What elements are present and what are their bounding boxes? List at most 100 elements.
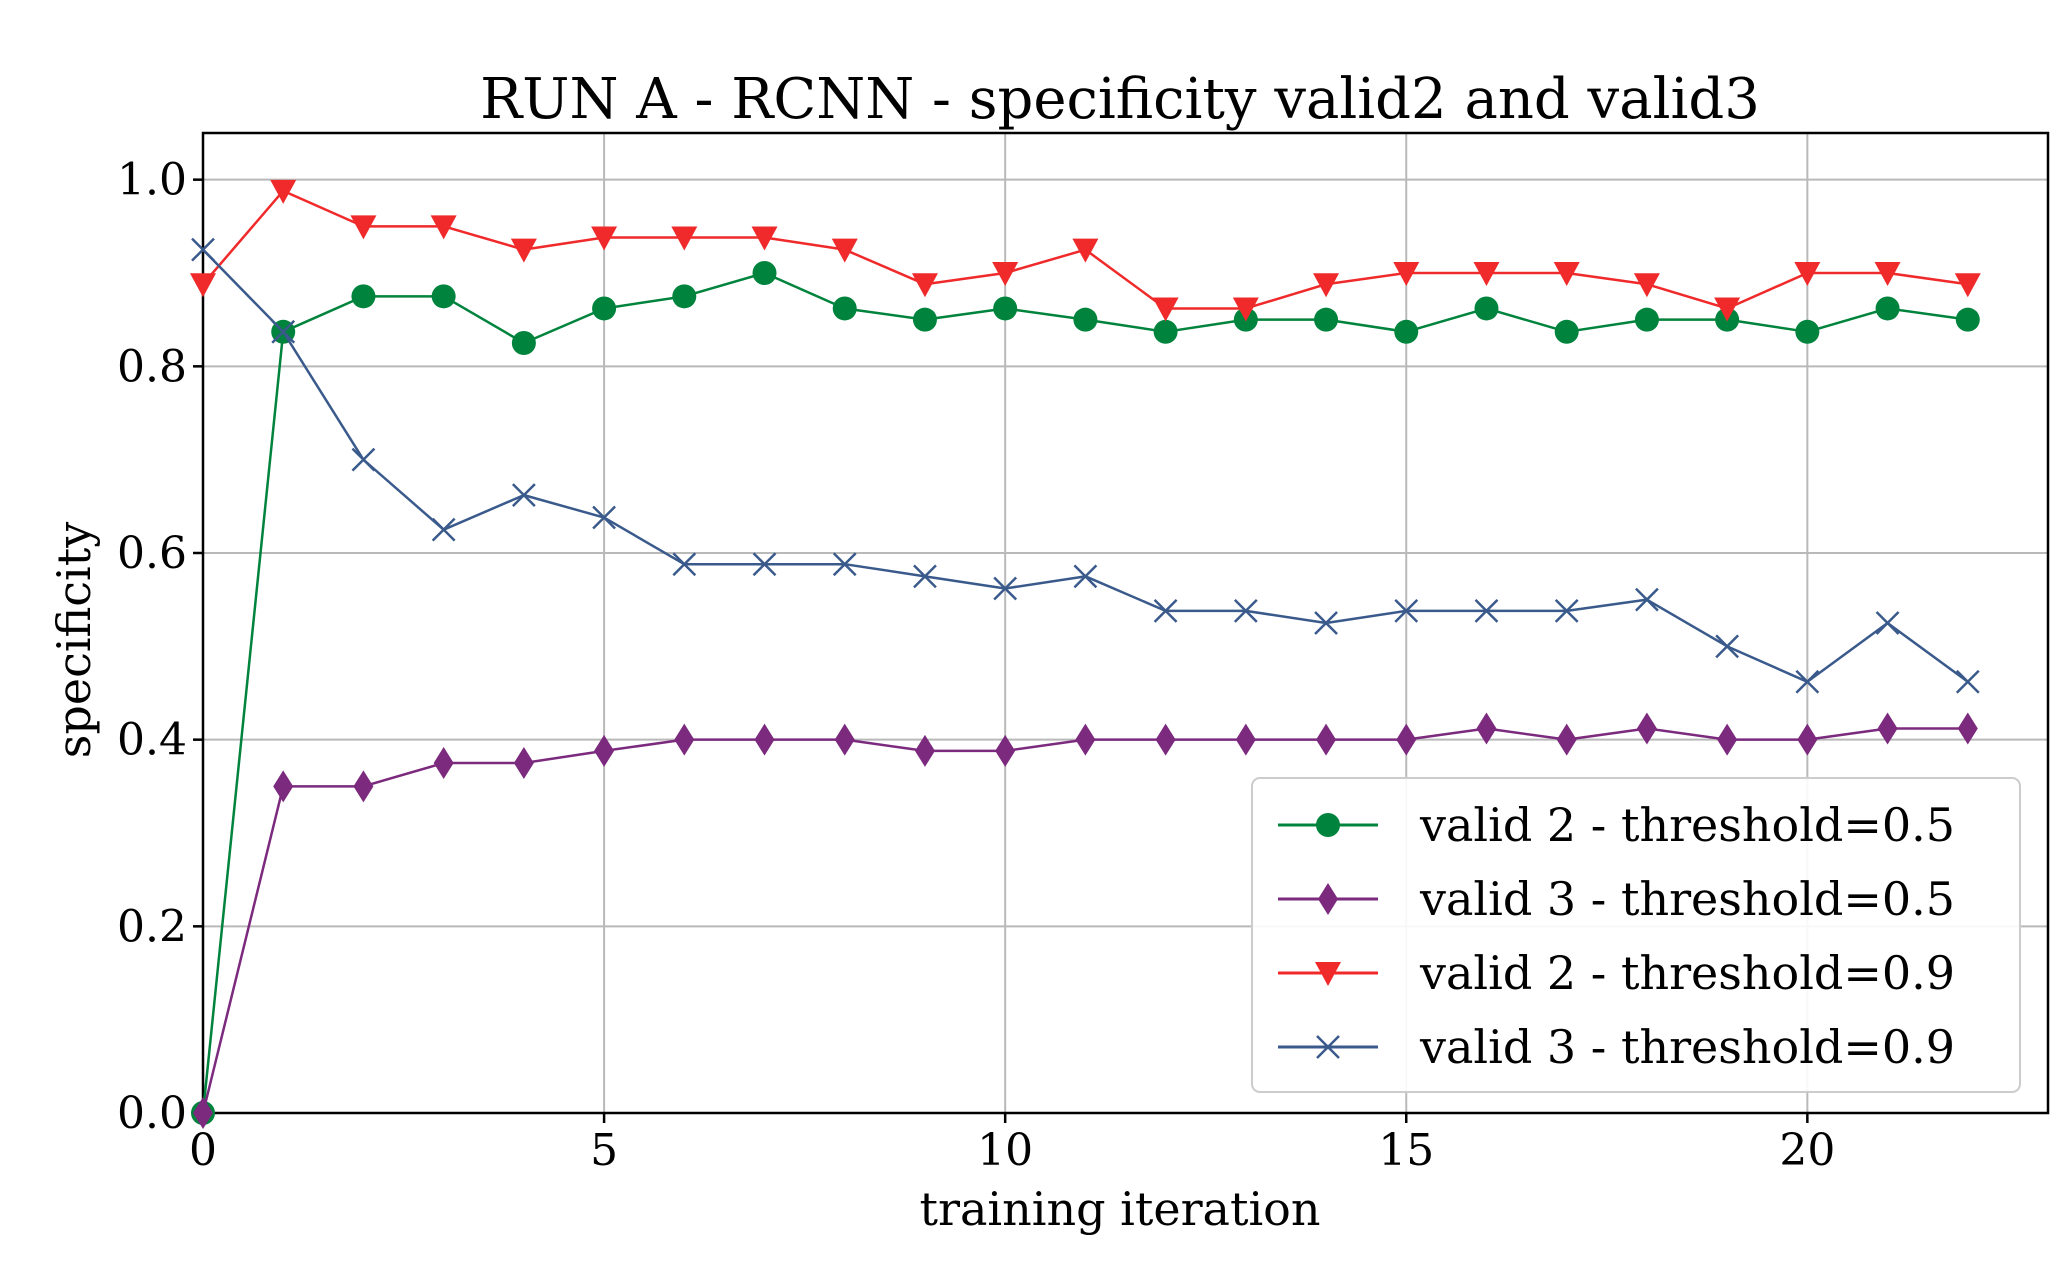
x-tick-label: 20 (1779, 1125, 1835, 1176)
data-point (270, 179, 297, 204)
data-point (511, 331, 536, 355)
data-point (1715, 634, 1740, 659)
data-point (1073, 307, 1098, 332)
data-point (1316, 723, 1337, 756)
data-point (1717, 723, 1738, 756)
data-point (193, 1097, 213, 1129)
data-point (1556, 723, 1577, 756)
data-point (1393, 262, 1420, 286)
data-point (1073, 564, 1098, 589)
data-point (513, 747, 534, 779)
data-point (592, 296, 617, 321)
legend-marker (1316, 1035, 1340, 1059)
legend-box (1251, 777, 2021, 1093)
data-point (1396, 723, 1417, 756)
data-point (1473, 262, 1500, 286)
series-3 (190, 179, 1981, 322)
data-point (1874, 262, 1901, 286)
data-point (995, 734, 1016, 767)
data-point (831, 238, 858, 263)
data-point (832, 552, 857, 577)
data-point (510, 238, 537, 263)
data-point (1072, 238, 1099, 263)
data-point (1634, 307, 1659, 332)
data-point (912, 307, 937, 332)
y-tick-label: 0.2 (117, 901, 187, 952)
data-point (1957, 712, 1978, 745)
legend-item: valid 3 - threshold=0.9 (1278, 1020, 1955, 1074)
data-point (993, 576, 1018, 601)
data-point (1474, 598, 1499, 623)
data-point (1955, 307, 1980, 332)
axis-ticks: 0 5 10 15 20 0.0 0.2 0.4 0.6 0.8 1.0 (117, 155, 1835, 1176)
y-tick-label: 0.4 (117, 715, 187, 766)
data-point (1152, 297, 1179, 322)
series-layer (190, 179, 1981, 1129)
data-point (1875, 296, 1900, 321)
data-point (992, 262, 1019, 286)
data-point (1153, 598, 1178, 623)
y-tick-label: 0.8 (117, 341, 187, 392)
data-point (273, 770, 294, 803)
series-4 (191, 237, 1980, 694)
data-point (430, 215, 457, 240)
legend-item: valid 3 - threshold=0.5 (1278, 872, 1955, 926)
data-point (594, 734, 615, 767)
x-tick-label: 0 (189, 1125, 217, 1176)
data-point (913, 564, 937, 589)
data-point (1232, 297, 1259, 322)
data-point (190, 273, 216, 298)
plot-frame (201, 131, 2050, 1115)
data-point (1233, 598, 1258, 623)
data-point (511, 483, 536, 508)
data-point (433, 747, 454, 779)
legend-items: valid 2 - threshold=0.5 valid 3 - thresho… (1278, 798, 1955, 1074)
x-tick-label: 10 (977, 1125, 1033, 1176)
data-point (1635, 587, 1659, 612)
data-point (1313, 273, 1340, 298)
data-point (1153, 319, 1178, 344)
y-axis-label: specificity (47, 522, 101, 758)
data-point (1235, 723, 1256, 756)
data-point (1875, 611, 1900, 635)
data-point (993, 296, 1018, 321)
data-point (1795, 319, 1820, 344)
data-point (1155, 723, 1176, 756)
data-point (1314, 611, 1338, 635)
data-point (672, 552, 697, 577)
data-point (592, 505, 616, 530)
legend-marker (1318, 883, 1338, 915)
legend-label: valid 2 - threshold=0.5 (1419, 798, 1955, 852)
data-point (591, 226, 618, 251)
data-point (674, 723, 695, 756)
data-point (1554, 598, 1579, 623)
legend-label: valid 2 - threshold=0.9 (1419, 946, 1955, 1000)
series-2 (193, 712, 1978, 1129)
data-point (672, 284, 697, 309)
x-axis-label: training iteration (920, 1182, 1321, 1236)
data-point (1075, 723, 1096, 756)
data-point (353, 770, 374, 803)
data-point (431, 284, 456, 309)
data-point (1636, 712, 1657, 745)
data-point (1955, 669, 1980, 694)
data-point (1553, 262, 1580, 286)
legend-item: valid 2 - threshold=0.9 (1278, 946, 1955, 1000)
data-point (1314, 307, 1339, 332)
data-point (914, 734, 935, 767)
legend-label: valid 3 - threshold=0.5 (1419, 872, 1955, 926)
data-point (1476, 712, 1497, 745)
data-point (1794, 262, 1821, 286)
data-point (1795, 669, 1820, 694)
data-point (1554, 319, 1579, 344)
x-tick-label: 5 (590, 1125, 618, 1176)
data-point (671, 226, 698, 251)
data-point (1797, 723, 1818, 756)
legend-marker (1315, 962, 1341, 986)
data-point (1474, 296, 1499, 321)
legend: valid 2 - threshold=0.5 valid 3 - thresho… (1251, 777, 2021, 1093)
data-point (350, 215, 377, 240)
legend-item: valid 2 - threshold=0.5 (1278, 798, 1955, 852)
data-point (832, 296, 857, 321)
